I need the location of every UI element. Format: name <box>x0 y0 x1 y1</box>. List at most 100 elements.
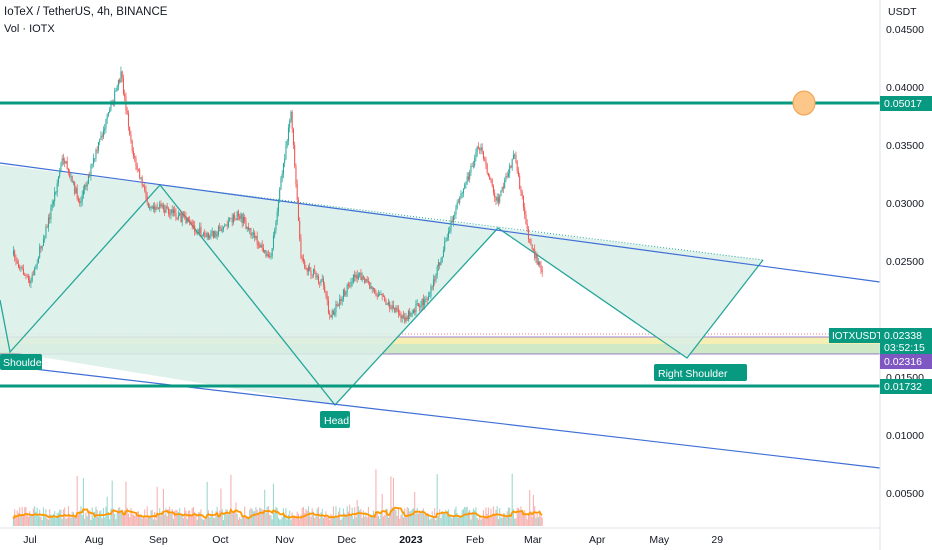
volume-bar <box>120 511 122 526</box>
volume-bar <box>35 511 37 526</box>
candle-body <box>151 206 153 209</box>
volume-bar <box>184 507 186 526</box>
target-circle[interactable] <box>792 90 816 116</box>
volume-bar <box>261 509 263 526</box>
volume-bar <box>196 519 198 526</box>
volume-bar <box>47 519 49 526</box>
candle-body <box>89 175 91 177</box>
volume-bar <box>230 474 232 526</box>
candle-body <box>387 302 389 305</box>
volume-bar <box>16 510 18 526</box>
volume-bar <box>232 512 234 526</box>
candle-body <box>12 250 14 256</box>
volume-bar <box>186 519 188 526</box>
candle-body <box>505 175 507 180</box>
volume-bar <box>274 512 276 526</box>
y-tick-label: 0.02500 <box>886 256 924 268</box>
pattern-right-triangle <box>498 228 763 358</box>
volume-bar <box>41 519 43 526</box>
volume-bar <box>476 517 478 526</box>
candle-body <box>435 275 437 281</box>
x-tick-label: Aug <box>85 534 104 546</box>
candle-body <box>311 274 313 276</box>
candle-body <box>41 246 43 249</box>
volume-bar <box>149 516 151 526</box>
candle-body <box>479 148 481 151</box>
volume-bar <box>150 510 152 526</box>
y-tick-label: 0.03500 <box>886 140 924 152</box>
candle-body <box>32 274 34 276</box>
volume-bar <box>152 519 154 526</box>
volume-bar <box>81 514 83 526</box>
volume-bar <box>235 502 237 526</box>
volume-bar <box>495 509 497 526</box>
volume-bar <box>227 514 229 526</box>
candle-body <box>444 241 446 251</box>
volume-bar <box>447 509 449 526</box>
label-left-shoulder[interactable]: Shoulder <box>0 354 46 370</box>
label-head[interactable]: Head <box>320 411 350 428</box>
x-tick-label: Apr <box>589 534 606 546</box>
volume-bar <box>376 511 378 526</box>
candle-body <box>132 150 134 157</box>
candle-body <box>202 233 204 236</box>
candle-body <box>251 233 253 236</box>
volume-bar <box>59 509 61 526</box>
candle-body <box>489 176 491 180</box>
volume-bar <box>265 513 267 526</box>
candle-body <box>40 246 42 249</box>
candle-body <box>316 276 318 278</box>
candle-body <box>422 298 424 306</box>
volume-bar <box>90 519 92 526</box>
candle-body <box>419 305 421 308</box>
volume-bar <box>510 518 512 526</box>
candle-body <box>284 158 286 163</box>
candle-body <box>437 262 439 267</box>
candle-body <box>516 161 518 172</box>
candle-body <box>135 158 137 166</box>
head-shoulders-pattern[interactable] <box>0 165 764 406</box>
volume-bar <box>144 509 146 526</box>
candle-body <box>425 299 427 301</box>
lower-trendline[interactable] <box>0 364 881 469</box>
volume-bar <box>97 516 99 526</box>
candle-body <box>246 227 248 229</box>
candle-body <box>356 274 358 279</box>
volume-bar <box>229 511 231 526</box>
volume-bar <box>139 514 141 526</box>
candle-body <box>134 156 136 159</box>
volume-bar <box>415 513 417 526</box>
upper-trendline[interactable] <box>0 162 881 283</box>
volume-bar <box>365 512 367 526</box>
candle-body <box>337 305 339 307</box>
candle-body <box>521 191 523 197</box>
candle-body <box>115 90 117 92</box>
volume-bar <box>344 513 346 526</box>
volume-bar <box>194 512 196 526</box>
candle-body <box>420 305 422 308</box>
volume-bar <box>385 509 387 526</box>
volume-bar <box>125 481 127 526</box>
symbol-title[interactable]: IoTeX / TetherUS, 4h, BINANCE <box>4 6 168 18</box>
candle-body <box>469 172 471 180</box>
candle-body <box>365 279 367 283</box>
candle-body <box>269 256 271 257</box>
label-right-shoulder[interactable]: Right Shoulder <box>654 364 747 381</box>
volume-bar <box>231 512 233 526</box>
candle-body <box>199 227 201 233</box>
candle-body <box>157 208 159 209</box>
volume-bar <box>320 512 322 526</box>
volume-legend[interactable]: Vol · IOTX <box>4 23 55 35</box>
volume-bar <box>30 514 32 526</box>
candle-body <box>139 169 141 178</box>
candle-body <box>51 203 53 208</box>
volume-bar <box>114 513 116 526</box>
volume-bar <box>254 510 256 526</box>
volume-bar <box>51 515 53 526</box>
volume-bar <box>70 517 72 526</box>
volume-bar <box>482 510 484 526</box>
price-axis[interactable] <box>880 0 932 528</box>
candle-body <box>35 265 37 268</box>
volume-bar <box>534 506 536 526</box>
